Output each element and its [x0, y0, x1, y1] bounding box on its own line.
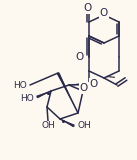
Text: OH: OH — [41, 121, 55, 131]
Text: O: O — [100, 8, 108, 18]
Polygon shape — [69, 82, 89, 86]
Text: OH: OH — [78, 121, 92, 131]
Polygon shape — [60, 119, 75, 127]
Polygon shape — [36, 91, 51, 98]
Text: O: O — [83, 3, 91, 13]
Text: O: O — [76, 52, 84, 62]
Text: HO: HO — [20, 93, 34, 103]
Text: HO: HO — [13, 80, 27, 89]
Text: O: O — [90, 79, 98, 89]
Polygon shape — [57, 72, 78, 113]
Text: O: O — [80, 83, 88, 93]
